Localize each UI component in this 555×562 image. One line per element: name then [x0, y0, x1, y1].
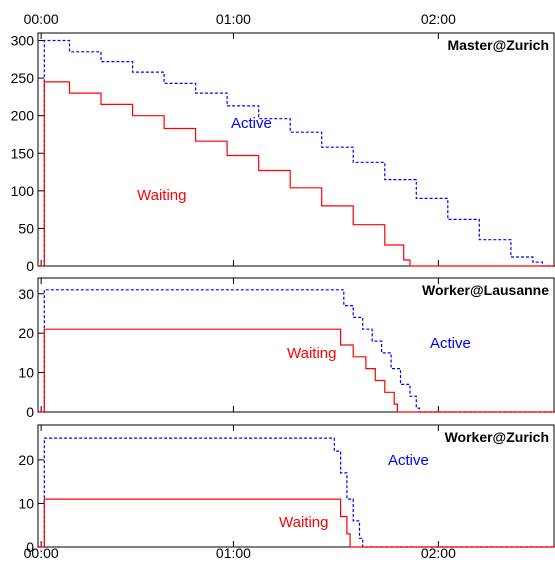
y-tick-label: 30: [18, 286, 34, 302]
y-tick-label: 0: [26, 404, 34, 420]
series-line-waiting: [38, 498, 555, 548]
y-tick-label: 100: [11, 183, 35, 199]
series-line-waiting: [38, 328, 555, 413]
series-line-active: [38, 39, 555, 267]
bottom-x-tick-label: 00:00: [24, 545, 59, 561]
y-tick-label: 200: [11, 108, 35, 124]
chart-panel-2: 0 10 20 30 Worker@Lausanne Active Waiting: [18, 277, 555, 420]
panel-frame: [37, 424, 555, 548]
series-label-waiting: Waiting: [279, 514, 328, 531]
top-x-tick-label: 00:00: [24, 11, 59, 27]
bottom-x-tick-label: 02:00: [421, 545, 456, 561]
y-tick-label: 150: [11, 145, 35, 161]
series-label-active: Active: [388, 452, 429, 469]
y-tick-label: 10: [18, 365, 34, 381]
y-tick-label: 0: [26, 258, 34, 274]
top-x-tick-label: 02:00: [421, 11, 456, 27]
top-x-tick-label: 01:00: [216, 11, 251, 27]
series-label-active: Active: [430, 335, 471, 352]
series-line-active: [38, 289, 555, 413]
y-tick-label: 300: [11, 33, 35, 49]
panel-title: Worker@Lausanne: [422, 282, 549, 298]
bottom-x-tick-label: 01:00: [216, 545, 251, 561]
series-line-waiting: [38, 81, 555, 267]
panel-frame: [37, 32, 555, 267]
chart-panel-3: 0 10 20 Worker@Zurich Active Waiting: [18, 424, 555, 555]
y-tick-label: 250: [11, 70, 35, 86]
series-label-active: Active: [231, 115, 272, 132]
y-tick-label: 20: [18, 325, 34, 341]
chart-panel-1: 0 50 100 150 200 250 300 Master@Zurich Active Wai…: [11, 32, 555, 274]
series-label-waiting: Waiting: [287, 345, 336, 362]
panel-title: Master@Zurich: [447, 37, 549, 53]
y-tick-label: 10: [18, 495, 34, 511]
series-label-waiting: Waiting: [137, 187, 186, 204]
series-line-active: [38, 437, 555, 548]
y-tick-label: 50: [18, 220, 34, 236]
panel-frame: [37, 277, 555, 413]
panel-title: Worker@Zurich: [445, 429, 549, 445]
y-tick-label: 0: [26, 539, 34, 555]
y-tick-label: 20: [18, 452, 34, 468]
